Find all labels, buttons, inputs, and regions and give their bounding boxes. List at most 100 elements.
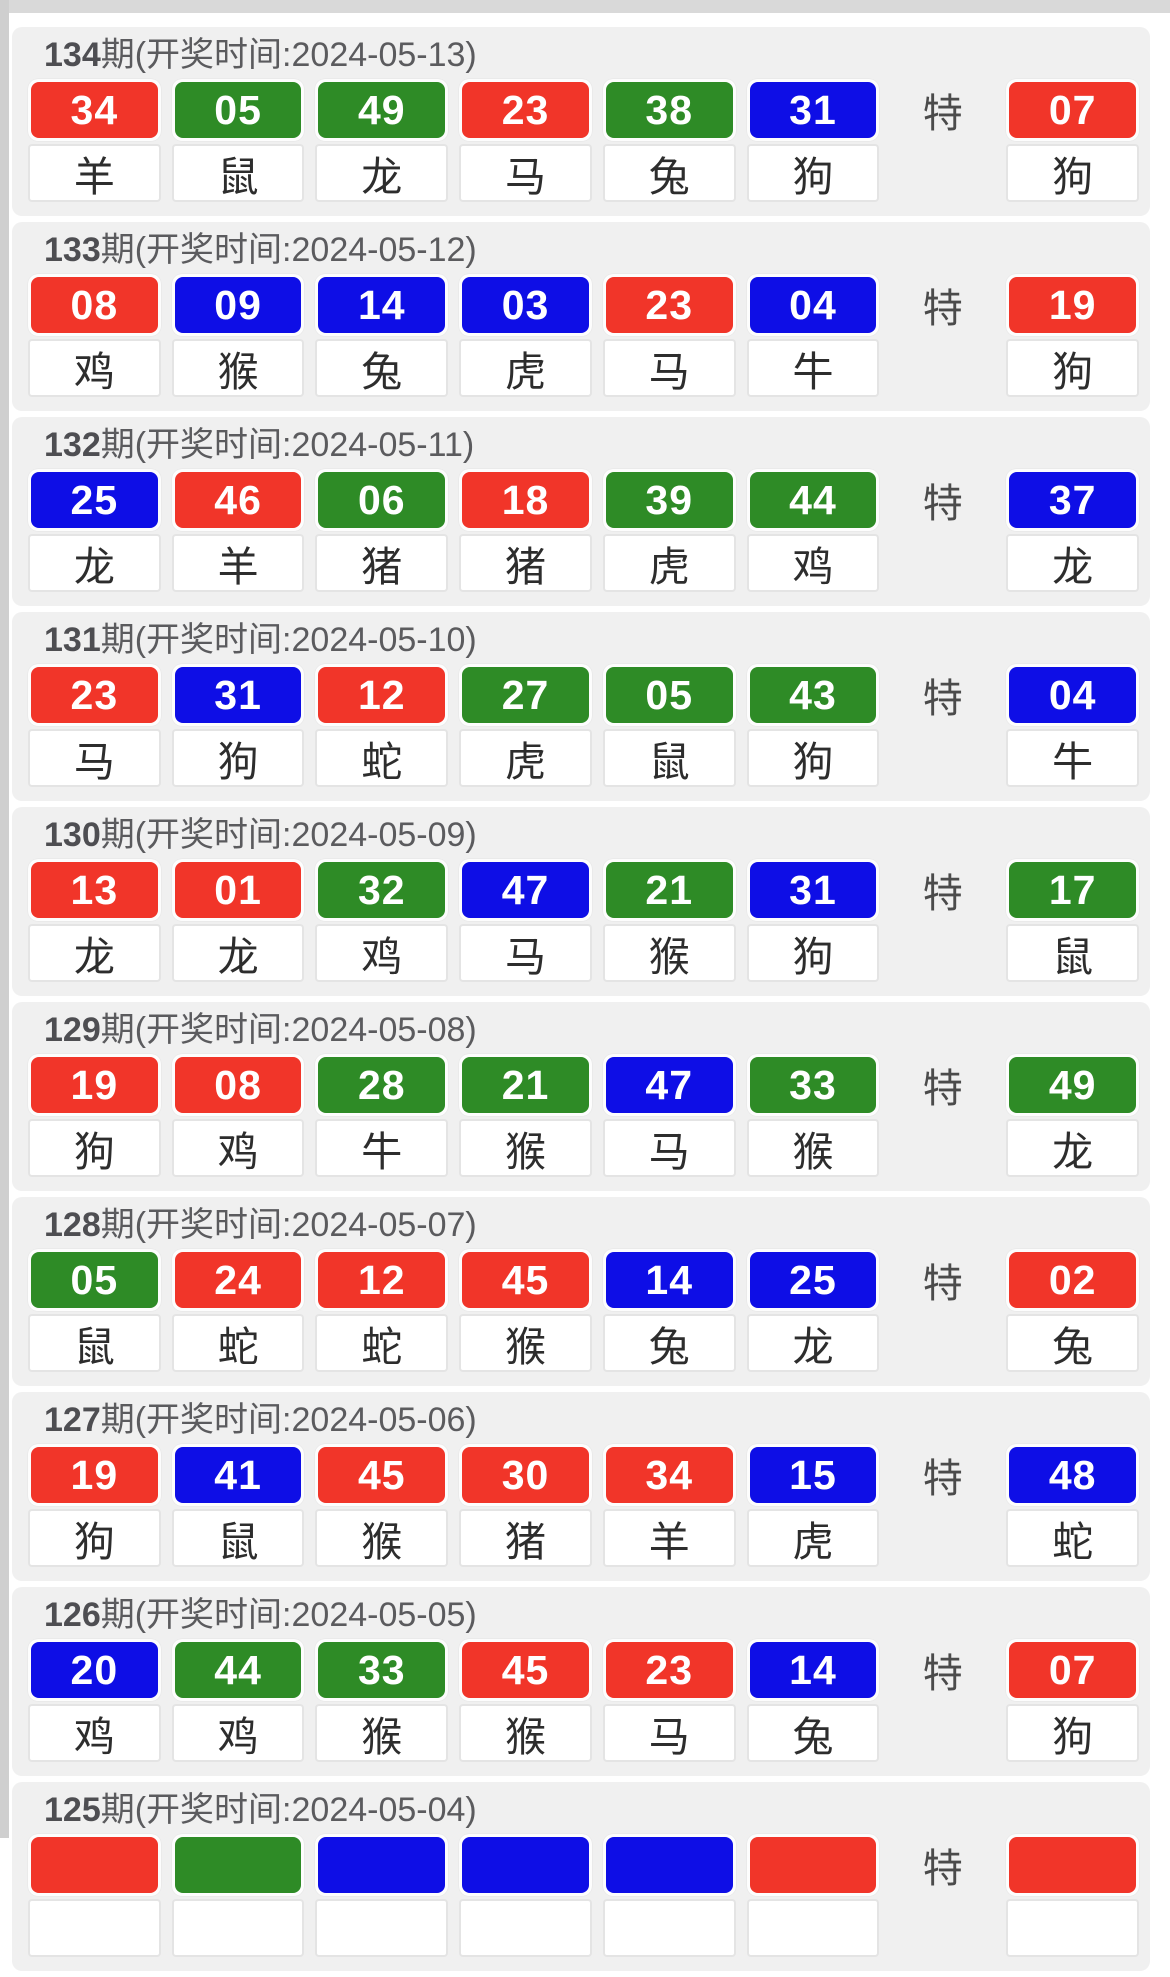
draw-header: 131期(开奖时间:2024-05-10) (28, 622, 1150, 658)
ball-number: 05 (174, 82, 302, 138)
draw-header: 128期(开奖时间:2024-05-07) (28, 1207, 1150, 1243)
balls-row: 25 龙 46 羊 06 猪 18 猪 39 虎 44 鸡 特 37 (28, 469, 1150, 592)
ball-number: 25 (31, 472, 158, 528)
zodiac-label: 马 (602, 1119, 736, 1177)
ball-column: 38 兔 (602, 79, 736, 202)
ball-column: 14 兔 (602, 1249, 736, 1372)
zodiac-label: 猴 (746, 1119, 880, 1177)
ball-tile-frame: 45 (315, 1444, 449, 1506)
ball-tile-frame: 47 (459, 859, 592, 921)
ball-number: 23 (31, 667, 158, 723)
balls-row: 特 (28, 1834, 1150, 1957)
ball-column: 15 虎 (746, 1444, 880, 1567)
zodiac-label: 蛇 (315, 729, 449, 787)
ball-column: 08 鸡 (171, 1054, 305, 1177)
zodiac-label: 鸡 (28, 339, 161, 397)
ball-tile-frame: 04 (746, 274, 880, 336)
ball-tile-frame: 24 (171, 1249, 305, 1311)
ball-tile-frame: 09 (171, 274, 305, 336)
ball-tile-frame (746, 1834, 880, 1896)
ball-number: 46 (174, 472, 302, 528)
ball-number: 44 (174, 1642, 302, 1698)
ball-tile-frame: 39 (602, 469, 736, 531)
ball-number (462, 1837, 589, 1893)
zodiac-label (1006, 1899, 1140, 1957)
ball-column: 21 猴 (459, 1054, 592, 1177)
ball-number (1009, 1837, 1137, 1893)
ball-tile-frame: 18 (459, 469, 592, 531)
draw-title: 期(开奖时间:2024-05-11) (100, 426, 475, 464)
zodiac-label: 马 (28, 729, 161, 787)
ball-number: 39 (605, 472, 733, 528)
ball-column: 41 鼠 (171, 1444, 305, 1567)
ball-column: 30 猪 (459, 1444, 592, 1567)
ball-column (746, 1834, 880, 1957)
ball-tile-frame: 19 (28, 1054, 161, 1116)
special-ball-column: 49 龙 (1006, 1054, 1140, 1177)
zodiac-label: 马 (602, 1704, 736, 1762)
zodiac-label: 鸡 (746, 534, 880, 592)
ball-tile-frame: 14 (315, 274, 449, 336)
draw-period: 131 (44, 621, 101, 659)
ball-number: 25 (749, 1252, 877, 1308)
draw-title: 期(开奖时间:2024-05-06) (100, 1401, 477, 1439)
balls-row: 08 鸡 09 猴 14 兔 03 虎 23 马 04 牛 特 19 (28, 274, 1150, 397)
ball-tile-frame: 33 (746, 1054, 880, 1116)
zodiac-label (171, 1899, 305, 1957)
zodiac-label: 狗 (28, 1119, 161, 1177)
ball-number: 34 (605, 1447, 733, 1503)
ball-number: 07 (1009, 82, 1137, 138)
draw-section: 129期(开奖时间:2024-05-08) 19 狗 08 鸡 28 牛 21 … (12, 1002, 1150, 1191)
draw-title: 期(开奖时间:2024-05-13) (100, 36, 477, 74)
ball-column: 05 鼠 (171, 79, 305, 202)
ball-tile-frame: 48 (1006, 1444, 1140, 1506)
zodiac-label: 狗 (28, 1509, 161, 1567)
draw-section: 127期(开奖时间:2024-05-06) 19 狗 41 鼠 45 猴 30 … (12, 1392, 1150, 1581)
ball-number: 45 (462, 1642, 589, 1698)
special-ball-column (1006, 1834, 1140, 1957)
ball-tile-frame: 05 (171, 79, 305, 141)
special-ball-column: 02 兔 (1006, 1249, 1140, 1372)
ball-tile-frame: 08 (171, 1054, 305, 1116)
ball-number: 37 (1009, 472, 1137, 528)
ball-number: 12 (318, 667, 446, 723)
special-label: 特 (922, 872, 963, 916)
ball-tile-frame: 23 (28, 664, 161, 726)
balls-row: 34 羊 05 鼠 49 龙 23 马 38 兔 31 狗 特 07 (28, 79, 1150, 202)
zodiac-label: 猴 (459, 1704, 592, 1762)
zodiac-label: 狗 (1006, 339, 1140, 397)
ball-column: 23 马 (459, 79, 592, 202)
zodiac-label: 鼠 (171, 1509, 305, 1567)
ball-tile-frame: 12 (315, 664, 449, 726)
ball-tile-frame (459, 1834, 592, 1896)
ball-tile-frame: 46 (171, 469, 305, 531)
ball-number: 44 (749, 472, 877, 528)
ball-tile-frame: 19 (1006, 274, 1140, 336)
ball-tile-frame: 08 (28, 274, 161, 336)
special-label: 特 (922, 1847, 963, 1891)
zodiac-label: 狗 (746, 729, 880, 787)
ball-number: 31 (174, 667, 302, 723)
ball-tile-frame: 31 (746, 859, 880, 921)
ball-tile-frame: 05 (602, 664, 736, 726)
ball-column: 25 龙 (746, 1249, 880, 1372)
ball-column: 33 猴 (746, 1054, 880, 1177)
ball-column: 28 牛 (315, 1054, 449, 1177)
ball-tile-frame: 15 (746, 1444, 880, 1506)
zodiac-label: 鸡 (315, 924, 449, 982)
special-ball-column: 07 狗 (1006, 79, 1140, 202)
ball-number: 05 (31, 1252, 158, 1308)
ball-number: 43 (749, 667, 877, 723)
ball-tile-frame: 28 (315, 1054, 449, 1116)
ball-number: 04 (1009, 667, 1137, 723)
ball-column: 19 狗 (28, 1444, 161, 1567)
ball-tile-frame: 20 (28, 1639, 161, 1701)
draw-title: 期(开奖时间:2024-05-08) (100, 1011, 477, 1049)
special-ball-column: 37 龙 (1006, 469, 1140, 592)
special-label: 特 (922, 287, 963, 331)
zodiac-label: 龙 (746, 1314, 880, 1372)
ball-tile-frame: 01 (171, 859, 305, 921)
ball-number: 45 (462, 1252, 589, 1308)
ball-number: 28 (318, 1057, 446, 1113)
draw-title: 期(开奖时间:2024-05-09) (100, 816, 477, 854)
